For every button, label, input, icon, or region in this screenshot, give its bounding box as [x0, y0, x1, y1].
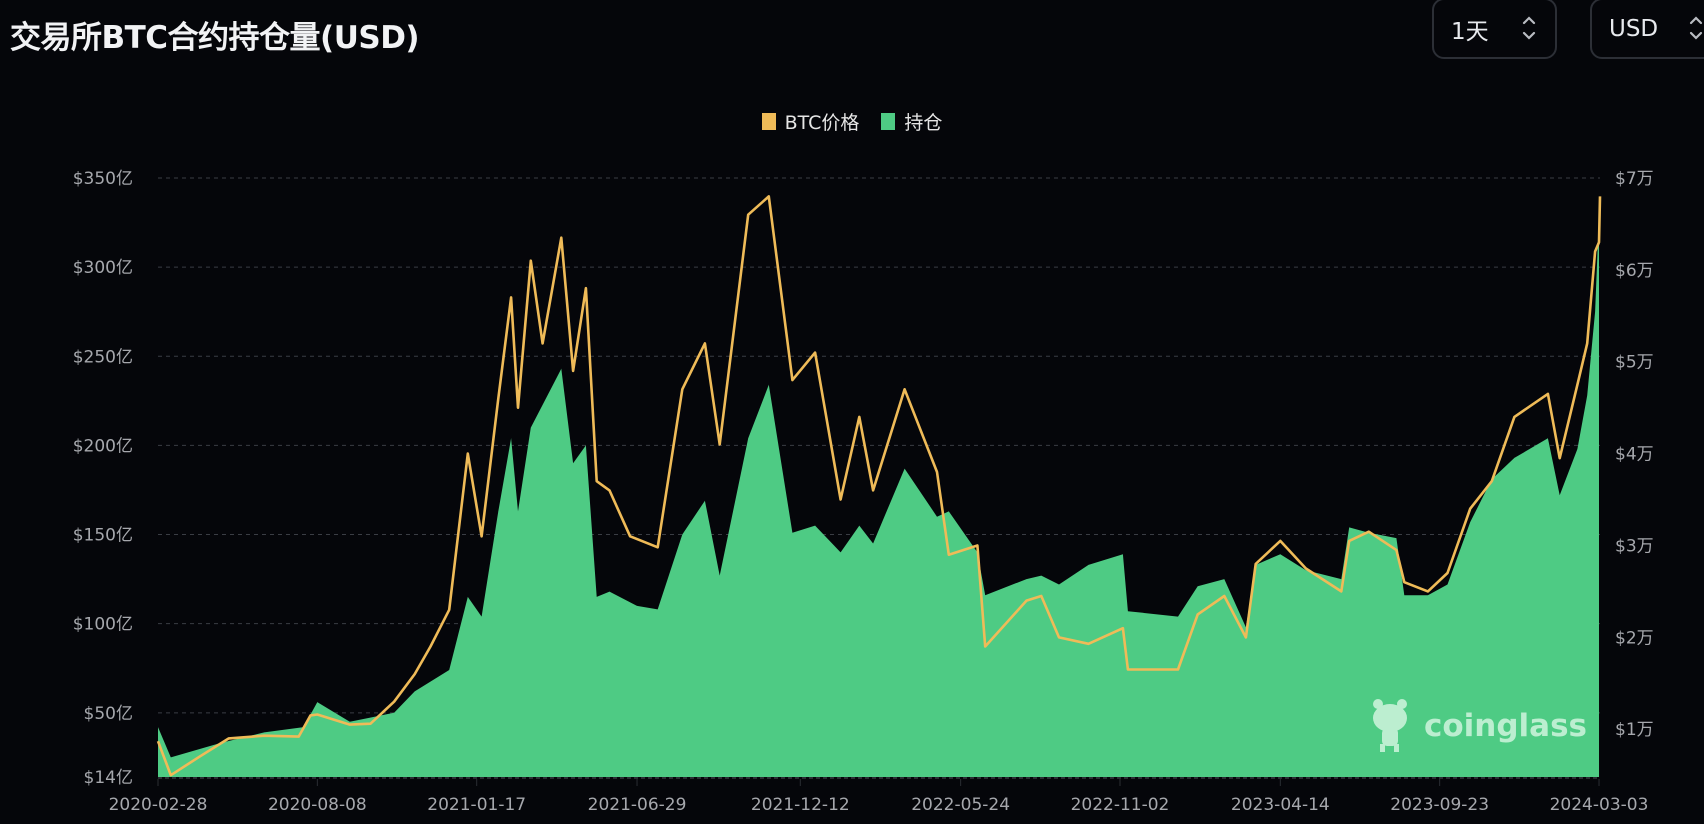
- right-axis-tick-label: $3万: [1615, 536, 1654, 556]
- left-axis-tick-label: $14亿: [84, 768, 133, 788]
- left-axis-tick-label: $300亿: [73, 258, 133, 278]
- page-title: 交易所BTC合约持仓量(USD): [10, 20, 420, 56]
- left-axis-tick-label: $200亿: [73, 436, 133, 456]
- legend-label-btc-price: BTC价格: [784, 112, 860, 134]
- x-axis-tick-label: 2020-02-28: [109, 795, 208, 815]
- open-interest-area: [158, 215, 1600, 777]
- currency-select-value: USD: [1609, 15, 1659, 42]
- currency-select[interactable]: USD: [1590, 0, 1704, 59]
- x-axis-tick-label: 2023-04-14: [1231, 795, 1330, 815]
- legend-label-open-interest: 持仓: [904, 112, 943, 134]
- right-axis-tick-label: $2万: [1615, 628, 1654, 648]
- x-axis-tick-label: 2022-05-24: [911, 795, 1010, 815]
- right-axis-tick-label: $5万: [1615, 353, 1654, 373]
- x-axis-tick-label: 2024-03-03: [1550, 795, 1649, 815]
- x-axis-tick-label: 2021-06-29: [588, 795, 687, 815]
- watermark-text: coinglass: [1424, 708, 1587, 744]
- chevron-up-down-icon: [1522, 16, 1536, 40]
- legend-swatch-btc-price: [761, 113, 776, 130]
- x-axis-tick-label: 2020-08-08: [268, 795, 367, 815]
- coinglass-logo-icon: [1373, 699, 1407, 752]
- right-axis-tick-label: $4万: [1615, 445, 1654, 465]
- left-axis-tick-label: $250亿: [73, 347, 133, 367]
- right-axis-tick-label: $6万: [1615, 261, 1654, 281]
- right-axis-tick-label: $1万: [1615, 720, 1654, 740]
- x-axis-tick-label: 2021-12-12: [751, 795, 850, 815]
- chart-legend: BTC价格 持仓: [0, 108, 1704, 135]
- x-axis-tick-label: 2023-09-23: [1390, 795, 1489, 815]
- left-axis-tick-label: $150亿: [73, 526, 133, 546]
- interval-select-value: 1天: [1451, 18, 1489, 45]
- legend-swatch-open-interest: [881, 113, 896, 130]
- right-axis-tick-label: $7万: [1615, 169, 1654, 189]
- legend-item-open-interest[interactable]: 持仓: [881, 108, 942, 135]
- coinglass-watermark: coinglass: [1373, 699, 1587, 752]
- x-axis-tick-label: 2022-11-02: [1071, 795, 1170, 815]
- left-axis-tick-label: $350亿: [73, 169, 133, 189]
- left-axis-tick-label: $100亿: [73, 615, 133, 635]
- left-axis-tick-label: $50亿: [84, 704, 133, 724]
- x-axis-tick-label: 2021-01-17: [427, 795, 526, 815]
- legend-item-btc-price[interactable]: BTC价格: [761, 108, 860, 135]
- chevron-up-down-icon: [1689, 16, 1703, 40]
- interval-select[interactable]: 1天: [1432, 0, 1557, 59]
